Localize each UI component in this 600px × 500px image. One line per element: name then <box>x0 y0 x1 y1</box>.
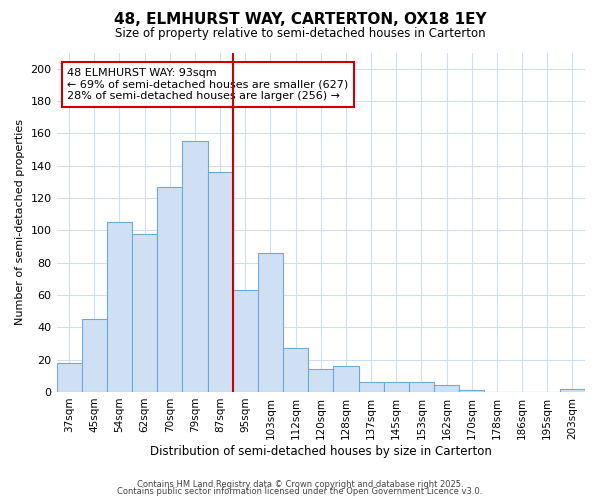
Text: Contains HM Land Registry data © Crown copyright and database right 2025.: Contains HM Land Registry data © Crown c… <box>137 480 463 489</box>
Text: 48 ELMHURST WAY: 93sqm
← 69% of semi-detached houses are smaller (627)
28% of se: 48 ELMHURST WAY: 93sqm ← 69% of semi-det… <box>67 68 349 101</box>
Bar <box>258 253 283 392</box>
Bar <box>359 382 383 392</box>
Bar <box>157 186 182 392</box>
X-axis label: Distribution of semi-detached houses by size in Carterton: Distribution of semi-detached houses by … <box>150 444 492 458</box>
Bar <box>459 390 484 392</box>
Text: Contains public sector information licensed under the Open Government Licence v3: Contains public sector information licen… <box>118 488 482 496</box>
Bar <box>182 142 208 392</box>
Bar <box>434 386 459 392</box>
Bar <box>208 172 233 392</box>
Bar <box>233 290 258 392</box>
Text: 48, ELMHURST WAY, CARTERTON, OX18 1EY: 48, ELMHURST WAY, CARTERTON, OX18 1EY <box>113 12 487 28</box>
Text: Size of property relative to semi-detached houses in Carterton: Size of property relative to semi-detach… <box>115 28 485 40</box>
Bar <box>383 382 409 392</box>
Bar <box>308 370 334 392</box>
Bar <box>334 366 359 392</box>
Bar <box>560 388 585 392</box>
Bar <box>107 222 132 392</box>
Bar <box>132 234 157 392</box>
Bar <box>283 348 308 392</box>
Bar <box>82 319 107 392</box>
Y-axis label: Number of semi-detached properties: Number of semi-detached properties <box>15 119 25 325</box>
Bar <box>409 382 434 392</box>
Bar <box>56 363 82 392</box>
